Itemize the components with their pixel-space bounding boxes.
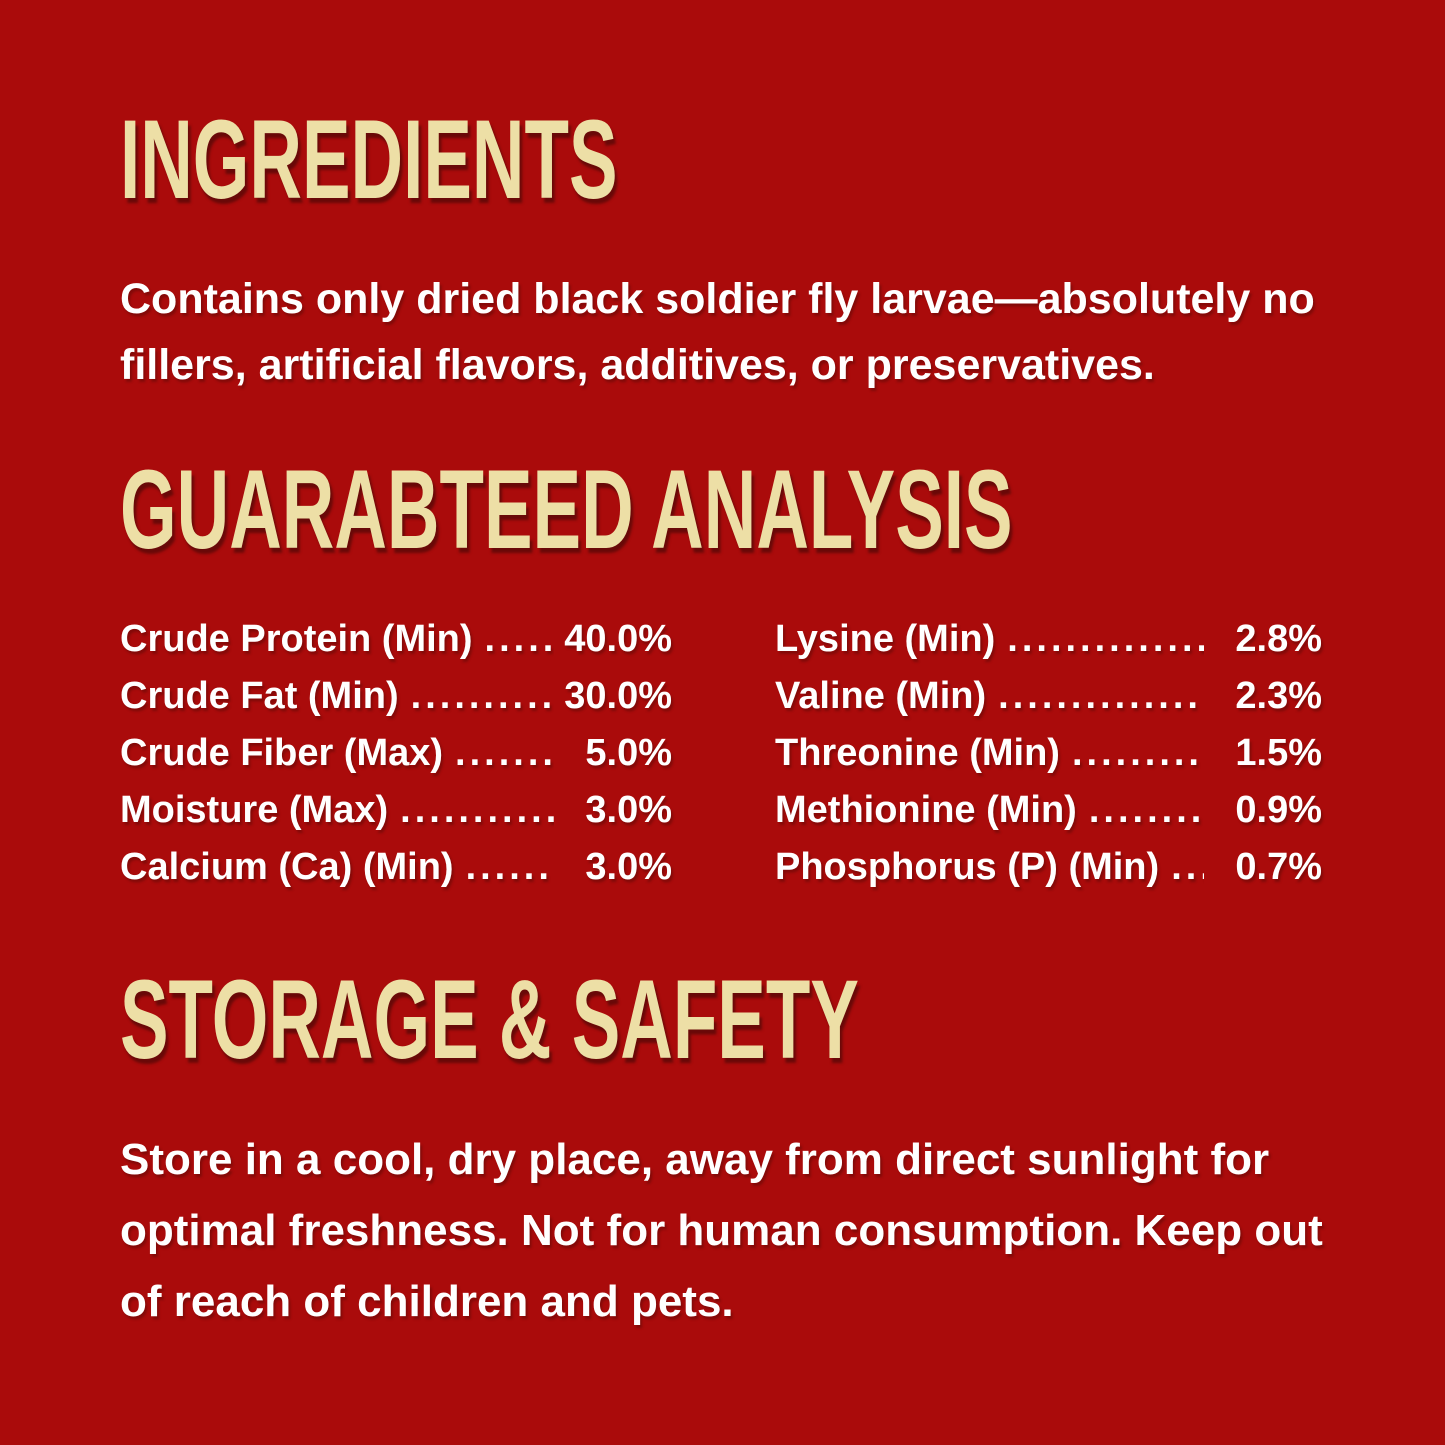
- analysis-row-phosphorus: Phosphorus (P) (Min) ...................…: [775, 846, 1322, 903]
- ingredients-paragraph: Contains only dried black soldier fly la…: [120, 266, 1315, 398]
- analysis-label: Lysine (Min): [775, 618, 996, 660]
- analysis-value: 30.0%: [564, 675, 672, 717]
- dot-leader: ........................................…: [1071, 732, 1204, 774]
- analysis-row-crude-fat: Crude Fat (Min) ........................…: [120, 675, 672, 732]
- analysis-value: 3.0%: [585, 846, 672, 888]
- analysis-value: 2.8%: [1235, 618, 1322, 660]
- analysis-value: 0.7%: [1235, 846, 1322, 888]
- analysis-label: Valine (Min): [775, 675, 987, 717]
- guaranteed-analysis-heading: GUARABTEED ANALYSIS: [120, 447, 1013, 572]
- analysis-label: Moisture (Max): [120, 789, 389, 831]
- ingredients-line-2: fillers, artificial flavors, additives, …: [120, 341, 1155, 389]
- analysis-row-calcium: Calcium (Ca) (Min) .....................…: [120, 846, 672, 903]
- analysis-row-threonine: Threonine (Min) ........................…: [775, 732, 1322, 789]
- analysis-label: Methionine (Min): [775, 789, 1077, 831]
- storage-line-2: optimal freshness. Not for human consump…: [120, 1206, 1323, 1255]
- analysis-row-valine: Valine (Min) ...........................…: [775, 675, 1322, 732]
- ingredients-heading: INGREDIENTS: [120, 97, 618, 222]
- dot-leader: ........................................…: [998, 675, 1204, 717]
- analysis-value: 40.0%: [564, 618, 672, 660]
- analysis-row-crude-protein: Crude Protein (Min) ....................…: [120, 618, 672, 675]
- dot-leader: ........................................…: [484, 618, 554, 660]
- analysis-left-column: Crude Protein (Min) ....................…: [120, 618, 672, 903]
- storage-line-1: Store in a cool, dry place, away from di…: [120, 1135, 1270, 1184]
- dot-leader: ........................................…: [1088, 789, 1204, 831]
- analysis-right-column: Lysine (Min) ...........................…: [775, 618, 1322, 903]
- storage-line-3: of reach of children and pets.: [120, 1277, 734, 1326]
- analysis-value: 1.5%: [1235, 732, 1322, 774]
- analysis-label: Threonine (Min): [775, 732, 1060, 774]
- dot-leader: ........................................…: [1007, 618, 1204, 660]
- analysis-value: 5.0%: [585, 732, 672, 774]
- storage-safety-heading: STORAGE & SAFETY: [120, 957, 859, 1082]
- analysis-value: 2.3%: [1235, 675, 1322, 717]
- analysis-label: Calcium (Ca) (Min): [120, 846, 454, 888]
- dot-leader: ........................................…: [1171, 846, 1204, 888]
- storage-paragraph: Store in a cool, dry place, away from di…: [120, 1124, 1323, 1337]
- dot-leader: ........................................…: [410, 675, 554, 717]
- analysis-value: 3.0%: [585, 789, 672, 831]
- dot-leader: ........................................…: [455, 732, 554, 774]
- dot-leader: ........................................…: [400, 789, 554, 831]
- analysis-label: Phosphorus (P) (Min): [775, 846, 1160, 888]
- analysis-row-crude-fiber: Crude Fiber (Max) ......................…: [120, 732, 672, 789]
- ingredients-line-1: Contains only dried black soldier fly la…: [120, 275, 1315, 323]
- analysis-label: Crude Fat (Min): [120, 675, 399, 717]
- analysis-value: 0.9%: [1235, 789, 1322, 831]
- analysis-row-moisture: Moisture (Max) .........................…: [120, 789, 672, 846]
- analysis-row-methionine: Methionine (Min) .......................…: [775, 789, 1322, 846]
- analysis-label: Crude Protein (Min): [120, 618, 473, 660]
- analysis-row-lysine: Lysine (Min) ...........................…: [775, 618, 1322, 675]
- analysis-label: Crude Fiber (Max): [120, 732, 444, 774]
- dot-leader: ........................................…: [465, 846, 554, 888]
